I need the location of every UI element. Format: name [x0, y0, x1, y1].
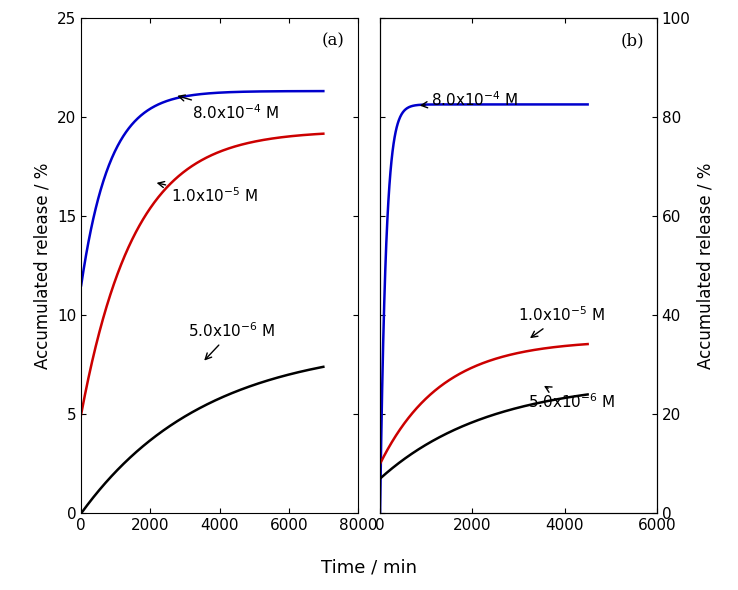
Text: (b): (b) [621, 32, 644, 50]
Text: 1.0x10$^{-5}$ M: 1.0x10$^{-5}$ M [518, 306, 606, 337]
Y-axis label: Accumulated release / %: Accumulated release / % [33, 162, 52, 369]
Text: (a): (a) [322, 32, 345, 50]
Text: 5.0x10$^{-6}$ M: 5.0x10$^{-6}$ M [188, 322, 276, 359]
Text: 5.0x10$^{-6}$ M: 5.0x10$^{-6}$ M [528, 386, 615, 411]
Text: Time / min: Time / min [321, 558, 417, 576]
Text: 8.0x10$^{-4}$ M: 8.0x10$^{-4}$ M [179, 95, 280, 122]
Text: 8.0x10$^{-4}$ M: 8.0x10$^{-4}$ M [421, 90, 518, 109]
Text: 1.0x10$^{-5}$ M: 1.0x10$^{-5}$ M [158, 182, 258, 205]
Y-axis label: Accumulated release / %: Accumulated release / % [696, 162, 714, 369]
